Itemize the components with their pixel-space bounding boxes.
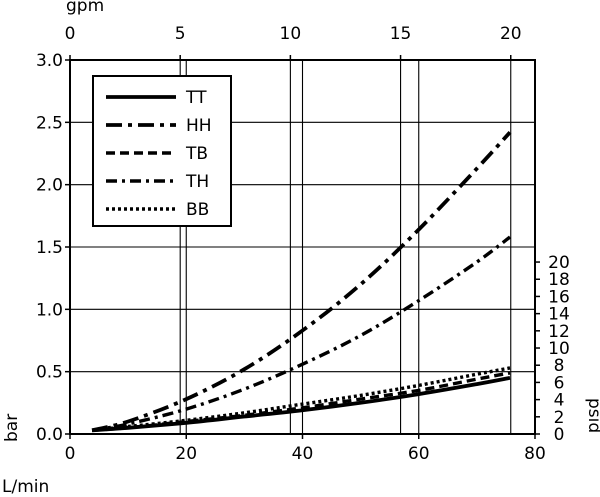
right-tick-label: 2 <box>554 408 565 428</box>
top-tick-label: 20 <box>500 24 522 44</box>
top-tick-label: 10 <box>280 24 302 44</box>
top-tick-label: 15 <box>390 24 412 44</box>
x-tick-label: 80 <box>524 444 546 464</box>
plot-frame <box>69 59 536 435</box>
plot-lines <box>91 131 512 433</box>
legend-label-hh: HH <box>186 116 212 136</box>
top-tick-label: 5 <box>175 24 186 44</box>
series-line-tt <box>91 376 511 433</box>
top-tick-label: 0 <box>65 24 76 44</box>
y-tick-label: 2.5 <box>36 113 63 133</box>
right-tick-label: 8 <box>554 356 565 376</box>
right-tick-label: 12 <box>548 322 570 342</box>
series-line-tb <box>91 371 511 432</box>
right-tick-label: 18 <box>548 270 570 290</box>
right-tick-label: 0 <box>554 425 565 445</box>
y-tick-label: 2.0 <box>36 176 63 196</box>
x-tick-label: 60 <box>408 444 430 464</box>
right-tick-label: 6 <box>554 373 565 393</box>
x-tick-label: 0 <box>65 444 76 464</box>
y-tick-label: 1.0 <box>36 300 63 320</box>
legend-label-th: TH <box>185 172 209 192</box>
x-tick-label: 40 <box>292 444 314 464</box>
legend-box <box>92 75 232 227</box>
y-tick-label: 3.0 <box>36 51 63 71</box>
x-tick-label: 20 <box>175 444 197 464</box>
series-line-bb <box>91 366 511 432</box>
right-tick-label: 10 <box>548 339 570 359</box>
right-tick-label: 20 <box>548 253 570 273</box>
y-axis-label: bar <box>2 414 22 442</box>
ticks: 0 20 40 60 800 5 10 15 200.00.51.01.52.02.53.002… <box>36 24 570 464</box>
y-tick-label: 0.5 <box>36 363 63 383</box>
legend-label-bb: BB <box>186 200 209 220</box>
legend-label-tb: TB <box>185 144 208 164</box>
right-tick-label: 14 <box>548 305 570 325</box>
series-line-th <box>91 235 512 432</box>
legend-label-tt: TT <box>185 88 207 108</box>
x-axis-label: L/min <box>2 477 49 497</box>
right-axis-label: psid <box>584 398 600 433</box>
legend: TT HH TB TH BB <box>92 75 232 227</box>
y-tick-label: 1.5 <box>36 238 63 258</box>
right-tick-label: 4 <box>554 391 565 411</box>
y-tick-label: 0.0 <box>36 425 63 445</box>
series-line-hh <box>91 131 512 433</box>
top-axis-label: gpm <box>66 0 104 16</box>
right-tick-label: 16 <box>548 287 570 307</box>
